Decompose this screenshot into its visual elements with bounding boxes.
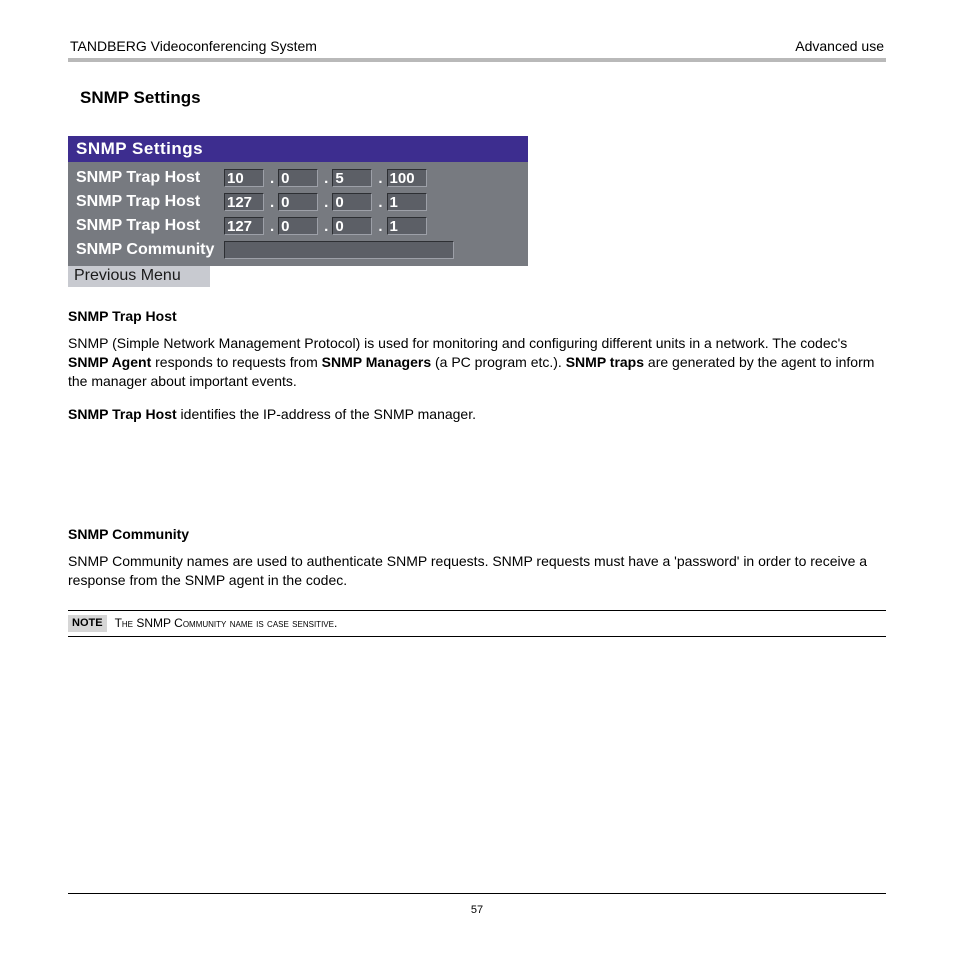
row-label: SNMP Trap Host xyxy=(76,217,224,235)
ip-octet[interactable]: 10 xyxy=(224,169,264,187)
header-rule xyxy=(68,58,886,62)
ip-dot: . xyxy=(264,170,278,187)
text: (a PC program etc.). xyxy=(431,354,566,370)
ip-dot: . xyxy=(264,194,278,211)
ip-octet[interactable]: 1 xyxy=(387,217,427,235)
ip-octet[interactable]: 127 xyxy=(224,217,264,235)
ip-octet[interactable]: 0 xyxy=(278,217,318,235)
panel-body: SNMP Trap Host 10 . 0 . 5 . 100 SNMP Tra… xyxy=(68,162,528,266)
ip-dot: . xyxy=(318,218,332,235)
note-text: The SNMP Community name is case sensitiv… xyxy=(115,615,338,631)
page-footer: 57 xyxy=(68,893,886,918)
ip-octet[interactable]: 5 xyxy=(332,169,372,187)
section-heading: SNMP Settings xyxy=(80,88,886,108)
note-block: NOTE The SNMP Community name is case sen… xyxy=(68,610,886,637)
subheading-community: SNMP Community xyxy=(68,525,886,544)
text: identifies the IP-address of the SNMP ma… xyxy=(177,406,476,422)
ip-dot: . xyxy=(318,194,332,211)
paragraph: SNMP Community names are used to authent… xyxy=(68,552,886,590)
trap-host-row-1: SNMP Trap Host 10 . 0 . 5 . 100 xyxy=(76,166,520,190)
ip-octet[interactable]: 1 xyxy=(387,193,427,211)
previous-menu-button[interactable]: Previous Menu xyxy=(68,266,210,287)
ip-octet[interactable]: 0 xyxy=(332,193,372,211)
bold-text: SNMP Managers xyxy=(322,354,431,370)
subheading-trap-host: SNMP Trap Host xyxy=(68,307,886,326)
footer-rule xyxy=(68,893,886,894)
note-label: NOTE xyxy=(68,615,107,632)
ip-octet[interactable]: 127 xyxy=(224,193,264,211)
paragraph: SNMP Trap Host identifies the IP-address… xyxy=(68,405,886,424)
page-number: 57 xyxy=(471,904,483,916)
bold-text: SNMP traps xyxy=(566,354,644,370)
row-label: SNMP Community xyxy=(76,241,224,259)
text: SNMP (Simple Network Management Protocol… xyxy=(68,335,847,351)
ip-dot: . xyxy=(264,218,278,235)
ip-octet[interactable]: 0 xyxy=(278,169,318,187)
bold-text: SNMP Trap Host xyxy=(68,406,177,422)
ip-dot: . xyxy=(372,170,386,187)
header-right: Advanced use xyxy=(795,38,884,54)
trap-host-row-2: SNMP Trap Host 127 . 0 . 0 . 1 xyxy=(76,190,520,214)
ip-octet[interactable]: 0 xyxy=(278,193,318,211)
ip-dot: . xyxy=(372,218,386,235)
ip-dot: . xyxy=(372,194,386,211)
trap-host-row-3: SNMP Trap Host 127 . 0 . 0 . 1 xyxy=(76,214,520,238)
ip-octet[interactable]: 100 xyxy=(387,169,427,187)
paragraph: SNMP (Simple Network Management Protocol… xyxy=(68,334,886,391)
row-label: SNMP Trap Host xyxy=(76,169,224,187)
community-input[interactable] xyxy=(224,241,454,259)
community-row: SNMP Community xyxy=(76,238,520,262)
bold-text: SNMP Agent xyxy=(68,354,151,370)
ip-octet[interactable]: 0 xyxy=(332,217,372,235)
snmp-settings-panel: SNMP Settings SNMP Trap Host 10 . 0 . 5 … xyxy=(68,136,528,287)
header-left: TANDBERG Videoconferencing System xyxy=(70,38,317,54)
row-label: SNMP Trap Host xyxy=(76,193,224,211)
ip-dot: . xyxy=(318,170,332,187)
text: responds to requests from xyxy=(151,354,321,370)
panel-title: SNMP Settings xyxy=(68,136,528,162)
